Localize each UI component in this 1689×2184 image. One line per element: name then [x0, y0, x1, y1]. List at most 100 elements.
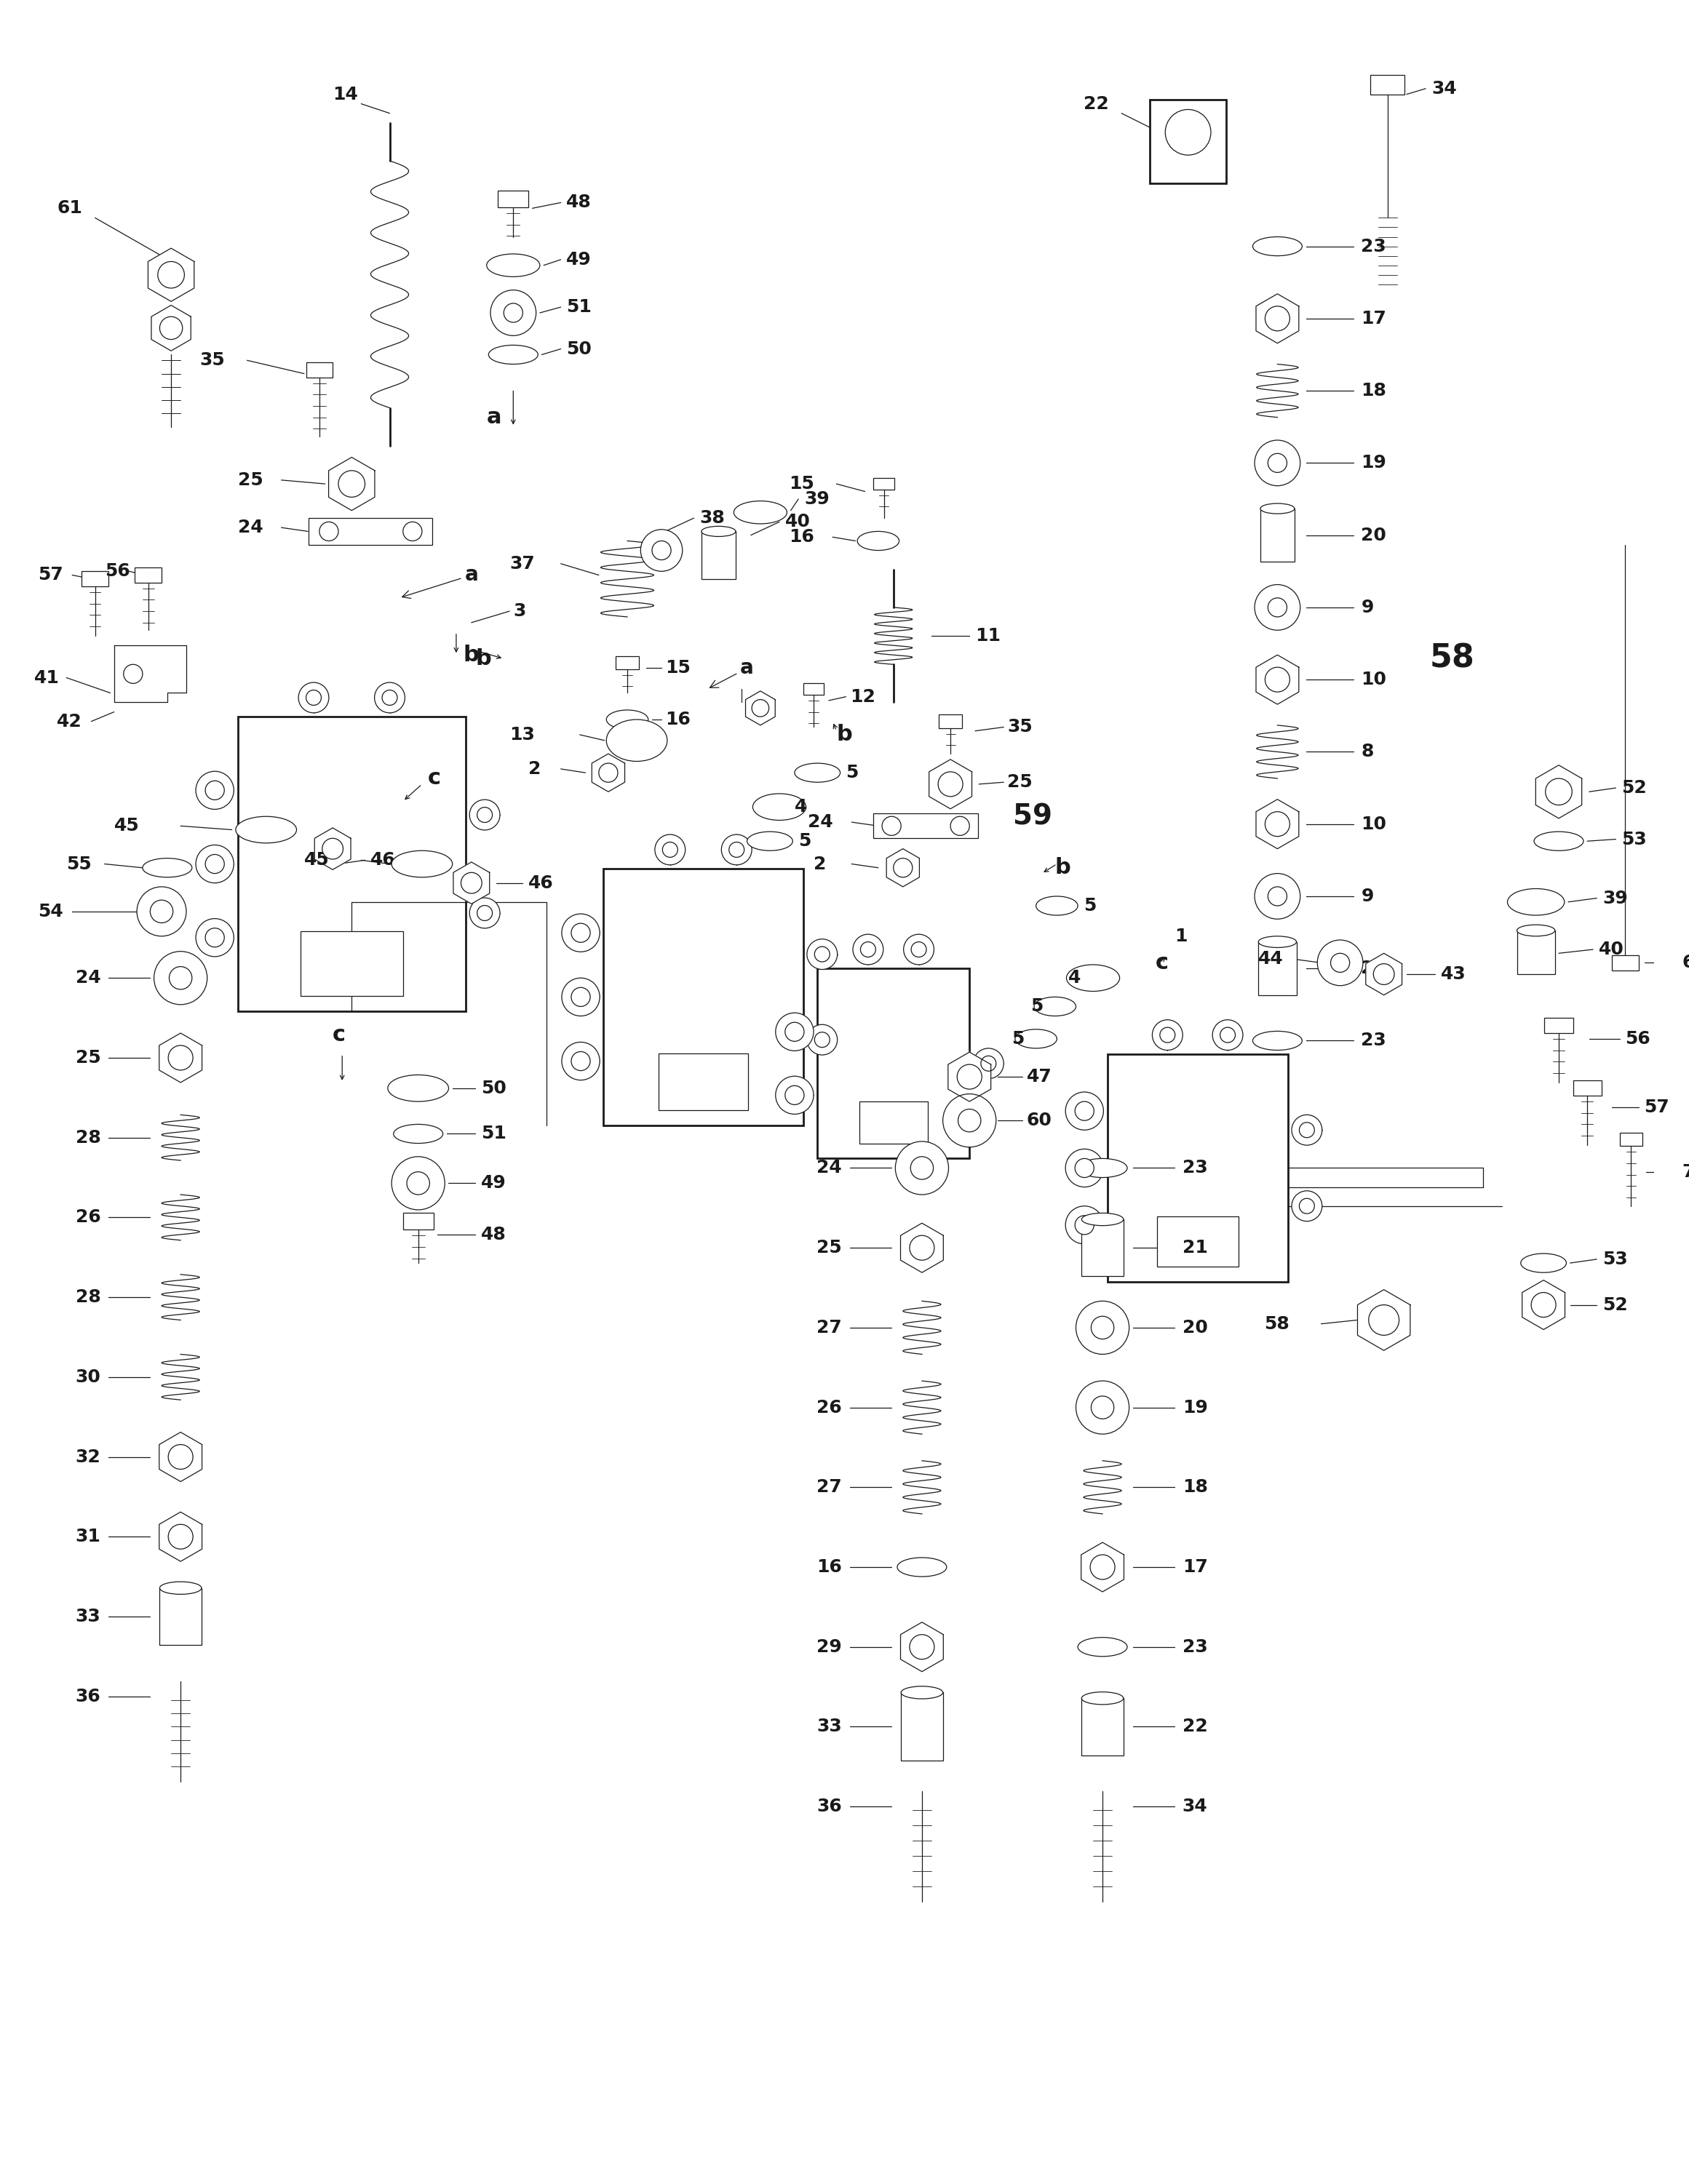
Text: 4: 4 [1069, 970, 1081, 987]
Circle shape [910, 1158, 934, 1179]
Polygon shape [948, 1053, 991, 1101]
Ellipse shape [1081, 1212, 1123, 1225]
Text: 22: 22 [1182, 1719, 1208, 1736]
Circle shape [662, 843, 677, 858]
Circle shape [476, 906, 491, 922]
Text: 26: 26 [817, 1398, 843, 1415]
Polygon shape [314, 828, 351, 869]
Bar [1258, 941, 1297, 996]
Circle shape [196, 919, 233, 957]
Circle shape [562, 978, 600, 1016]
Circle shape [1268, 887, 1287, 906]
Bar [817, 968, 969, 1158]
Text: 36: 36 [76, 1688, 101, 1706]
Ellipse shape [1534, 832, 1584, 850]
Bar [804, 684, 824, 695]
Bar [238, 716, 466, 1011]
Polygon shape [329, 456, 375, 511]
Ellipse shape [394, 1125, 443, 1142]
Text: 57: 57 [39, 566, 62, 583]
Ellipse shape [606, 719, 667, 762]
Circle shape [785, 1022, 804, 1042]
Bar [1544, 1018, 1572, 1033]
Circle shape [306, 690, 321, 705]
Text: 48: 48 [566, 194, 591, 212]
Circle shape [775, 1013, 814, 1051]
Circle shape [937, 771, 963, 797]
Bar [306, 363, 333, 378]
Circle shape [1265, 668, 1290, 692]
Ellipse shape [1034, 996, 1076, 1016]
Text: 50: 50 [566, 341, 591, 358]
Text: 12: 12 [850, 688, 875, 705]
Text: c: c [333, 1024, 346, 1046]
Text: 27: 27 [817, 1319, 843, 1337]
Text: 38: 38 [699, 509, 725, 526]
Ellipse shape [606, 710, 649, 729]
Bar [1370, 74, 1405, 94]
Circle shape [562, 1042, 600, 1081]
Polygon shape [1358, 1289, 1410, 1350]
Text: 50: 50 [481, 1079, 507, 1096]
Circle shape [123, 664, 142, 684]
Circle shape [1331, 952, 1350, 972]
Circle shape [973, 1048, 1003, 1079]
Circle shape [652, 542, 671, 559]
Text: 58: 58 [1429, 642, 1474, 675]
Text: c: c [427, 769, 441, 788]
Text: 47: 47 [1027, 1068, 1052, 1085]
Text: 31: 31 [76, 1529, 101, 1546]
Text: 9: 9 [1361, 887, 1373, 904]
Circle shape [571, 924, 589, 941]
Text: 16: 16 [789, 529, 814, 546]
Circle shape [721, 834, 752, 865]
Circle shape [137, 887, 186, 937]
Text: 21: 21 [1182, 1238, 1208, 1256]
Text: 20: 20 [1182, 1319, 1208, 1337]
Circle shape [490, 290, 535, 336]
Ellipse shape [747, 832, 792, 850]
Circle shape [752, 699, 768, 716]
Polygon shape [115, 646, 186, 703]
Ellipse shape [1078, 1158, 1127, 1177]
Polygon shape [1257, 799, 1299, 850]
Circle shape [1165, 109, 1211, 155]
Text: 23: 23 [1361, 1033, 1387, 1051]
Text: 56: 56 [1625, 1031, 1650, 1048]
Text: 24: 24 [238, 520, 263, 537]
Circle shape [206, 928, 225, 948]
Text: 15: 15 [665, 660, 691, 677]
Ellipse shape [1507, 889, 1564, 915]
Polygon shape [1257, 655, 1299, 703]
Circle shape [1076, 1380, 1130, 1435]
Text: b: b [836, 725, 853, 745]
Circle shape [1292, 1190, 1322, 1221]
Circle shape [807, 939, 838, 970]
Circle shape [1265, 306, 1290, 332]
Circle shape [807, 1024, 838, 1055]
Ellipse shape [753, 793, 806, 821]
Circle shape [375, 681, 405, 712]
Circle shape [600, 762, 618, 782]
Circle shape [730, 843, 745, 858]
Circle shape [904, 935, 934, 965]
Text: 39: 39 [804, 491, 829, 509]
Text: 16: 16 [817, 1559, 843, 1577]
Text: 20: 20 [1361, 526, 1387, 544]
Text: 10: 10 [1361, 815, 1387, 832]
Bar [616, 655, 638, 668]
Ellipse shape [733, 500, 787, 524]
Circle shape [981, 1055, 997, 1070]
Circle shape [1268, 598, 1287, 616]
Circle shape [476, 808, 491, 823]
Ellipse shape [1253, 236, 1302, 256]
Circle shape [169, 968, 193, 989]
Text: 23: 23 [1182, 1160, 1208, 1177]
Ellipse shape [392, 850, 453, 878]
Circle shape [1373, 963, 1395, 985]
Circle shape [814, 1033, 829, 1048]
Text: 46: 46 [529, 874, 554, 891]
Bar [135, 568, 162, 583]
Text: 5: 5 [846, 764, 858, 782]
Text: 57: 57 [1645, 1099, 1669, 1116]
